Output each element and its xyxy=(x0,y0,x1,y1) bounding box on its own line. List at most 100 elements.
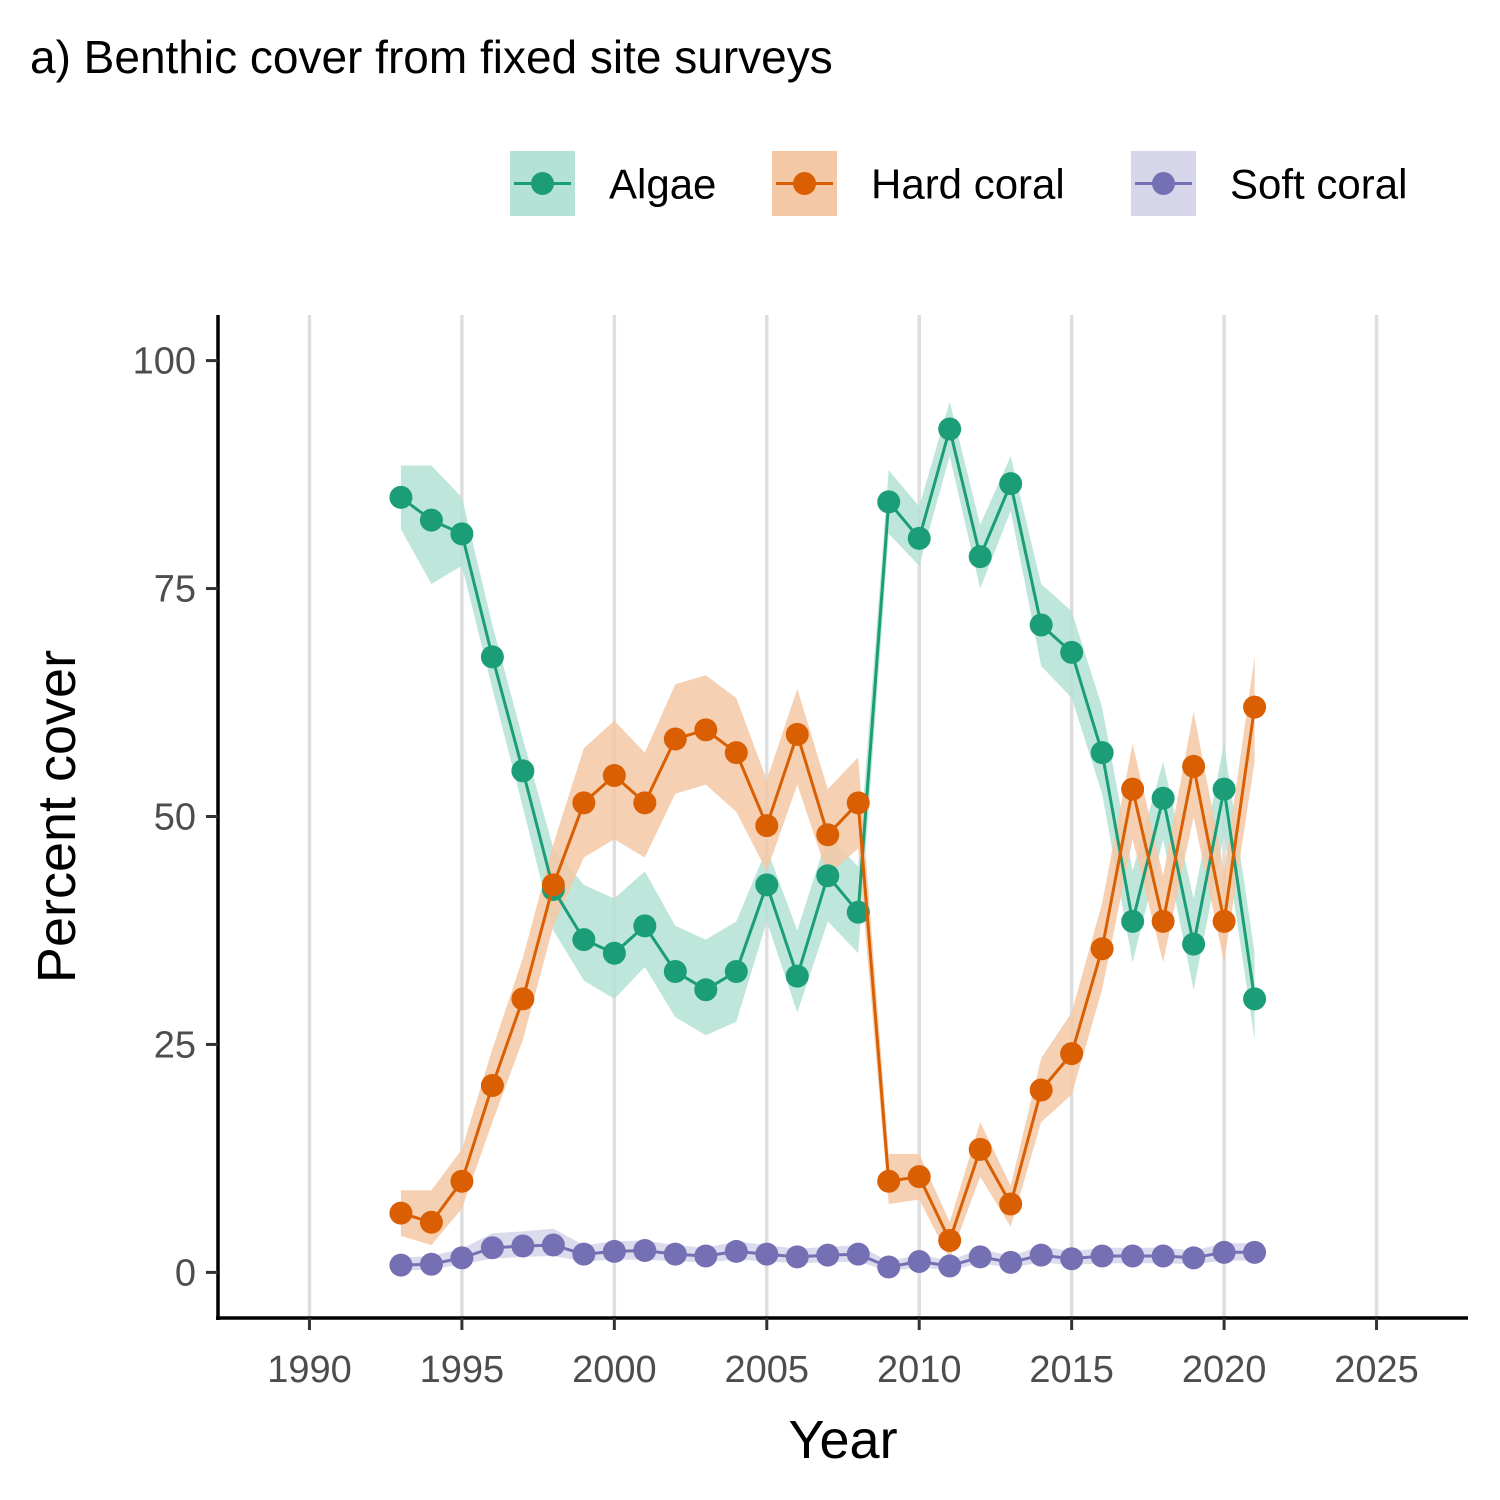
band-algae xyxy=(400,401,1255,1040)
point-hard-coral-2021 xyxy=(1243,695,1267,719)
point-hard-coral-2019 xyxy=(1182,754,1206,778)
point-soft-coral-1994 xyxy=(419,1252,443,1276)
point-algae-2019 xyxy=(1182,932,1206,956)
point-hard-coral-1994 xyxy=(419,1210,443,1234)
y-tick-label-0: 0 xyxy=(175,1252,196,1294)
point-soft-coral-2021 xyxy=(1243,1240,1267,1264)
point-soft-coral-2010 xyxy=(907,1249,931,1273)
point-hard-coral-1993 xyxy=(389,1201,413,1225)
point-hard-coral-1998 xyxy=(541,873,565,897)
point-soft-coral-2007 xyxy=(816,1243,840,1267)
point-hard-coral-2002 xyxy=(663,727,687,751)
point-algae-2012 xyxy=(968,545,992,569)
legend-label-soft-coral: Soft coral xyxy=(1230,161,1407,208)
x-tick-label-2000: 2000 xyxy=(572,1349,657,1391)
point-algae-2013 xyxy=(999,472,1023,496)
point-soft-coral-2012 xyxy=(968,1245,992,1269)
point-soft-coral-2014 xyxy=(1029,1243,1053,1267)
point-algae-2006 xyxy=(785,964,809,988)
band-hard-coral xyxy=(400,656,1255,1259)
point-hard-coral-2007 xyxy=(816,823,840,847)
x-axis-title: Year xyxy=(788,1410,897,1470)
point-soft-coral-2001 xyxy=(633,1239,657,1263)
series-soft-coral xyxy=(389,1233,1267,1279)
point-soft-coral-1997 xyxy=(511,1234,535,1258)
point-algae-1995 xyxy=(450,522,474,546)
point-algae-2010 xyxy=(907,526,931,550)
point-soft-coral-2013 xyxy=(999,1250,1023,1274)
point-hard-coral-2006 xyxy=(785,722,809,746)
point-hard-coral-2005 xyxy=(755,814,779,838)
point-soft-coral-2017 xyxy=(1121,1244,1145,1268)
point-soft-coral-1999 xyxy=(572,1242,596,1266)
point-hard-coral-2018 xyxy=(1151,909,1175,933)
legend-key-point-hard-coral xyxy=(793,172,816,195)
point-soft-coral-2019 xyxy=(1182,1246,1206,1270)
point-soft-coral-2016 xyxy=(1090,1244,1114,1268)
legend-key-point-soft-coral xyxy=(1152,172,1175,195)
point-algae-2020 xyxy=(1212,777,1236,801)
x-tick-label-1990: 1990 xyxy=(267,1349,352,1391)
point-algae-2009 xyxy=(877,490,901,514)
point-algae-2003 xyxy=(694,978,718,1002)
point-hard-coral-2017 xyxy=(1121,777,1145,801)
point-hard-coral-2020 xyxy=(1212,909,1236,933)
point-soft-coral-2004 xyxy=(724,1239,748,1263)
point-algae-2021 xyxy=(1243,987,1267,1011)
legend-key-point-algae xyxy=(531,172,554,195)
point-algae-2018 xyxy=(1151,786,1175,810)
point-hard-coral-2015 xyxy=(1060,1042,1084,1066)
point-hard-coral-1995 xyxy=(450,1169,474,1193)
point-soft-coral-2005 xyxy=(755,1242,779,1266)
x-tick-label-2020: 2020 xyxy=(1182,1349,1267,1391)
point-soft-coral-2002 xyxy=(663,1242,687,1266)
point-hard-coral-1999 xyxy=(572,791,596,815)
point-soft-coral-2008 xyxy=(846,1242,870,1266)
point-soft-coral-2000 xyxy=(602,1239,626,1263)
point-algae-2017 xyxy=(1121,909,1145,933)
x-tick-label-2005: 2005 xyxy=(725,1349,810,1391)
point-hard-coral-2003 xyxy=(694,718,718,742)
point-soft-coral-2009 xyxy=(877,1255,901,1279)
point-soft-coral-2006 xyxy=(785,1245,809,1269)
point-hard-coral-2013 xyxy=(999,1192,1023,1216)
point-hard-coral-1996 xyxy=(480,1073,504,1097)
x-tick-label-2010: 2010 xyxy=(877,1349,962,1391)
point-hard-coral-2000 xyxy=(602,763,626,787)
point-algae-1996 xyxy=(480,645,504,669)
point-soft-coral-2003 xyxy=(694,1244,718,1268)
point-algae-2015 xyxy=(1060,640,1084,664)
point-algae-2008 xyxy=(846,900,870,924)
point-soft-coral-2015 xyxy=(1060,1247,1084,1271)
point-algae-2004 xyxy=(724,960,748,984)
series-hard-coral xyxy=(389,695,1267,1252)
point-soft-coral-1993 xyxy=(389,1253,413,1277)
legend-label-hard-coral: Hard coral xyxy=(871,161,1065,208)
point-algae-1997 xyxy=(511,759,535,783)
point-hard-coral-2010 xyxy=(907,1165,931,1189)
point-algae-2001 xyxy=(633,914,657,938)
point-soft-coral-2020 xyxy=(1212,1240,1236,1264)
point-algae-2000 xyxy=(602,941,626,965)
point-hard-coral-2004 xyxy=(724,741,748,765)
point-algae-2011 xyxy=(938,417,962,441)
point-algae-2007 xyxy=(816,864,840,888)
point-soft-coral-1995 xyxy=(450,1246,474,1270)
x-tick-label-2025: 2025 xyxy=(1334,1349,1419,1391)
point-hard-coral-2016 xyxy=(1090,937,1114,961)
x-tick-label-1995: 1995 xyxy=(420,1349,505,1391)
point-soft-coral-1996 xyxy=(480,1236,504,1260)
point-hard-coral-2001 xyxy=(633,791,657,815)
point-algae-2014 xyxy=(1029,613,1053,637)
point-hard-coral-1997 xyxy=(511,987,535,1011)
point-algae-1999 xyxy=(572,928,596,952)
y-tick-label-100: 100 xyxy=(133,341,196,383)
point-hard-coral-2011 xyxy=(938,1228,962,1252)
x-tick-label-2015: 2015 xyxy=(1029,1349,1114,1391)
point-algae-1993 xyxy=(389,485,413,509)
point-algae-2005 xyxy=(755,873,779,897)
point-soft-coral-1998 xyxy=(541,1233,565,1257)
point-hard-coral-2008 xyxy=(846,791,870,815)
point-hard-coral-2009 xyxy=(877,1169,901,1193)
